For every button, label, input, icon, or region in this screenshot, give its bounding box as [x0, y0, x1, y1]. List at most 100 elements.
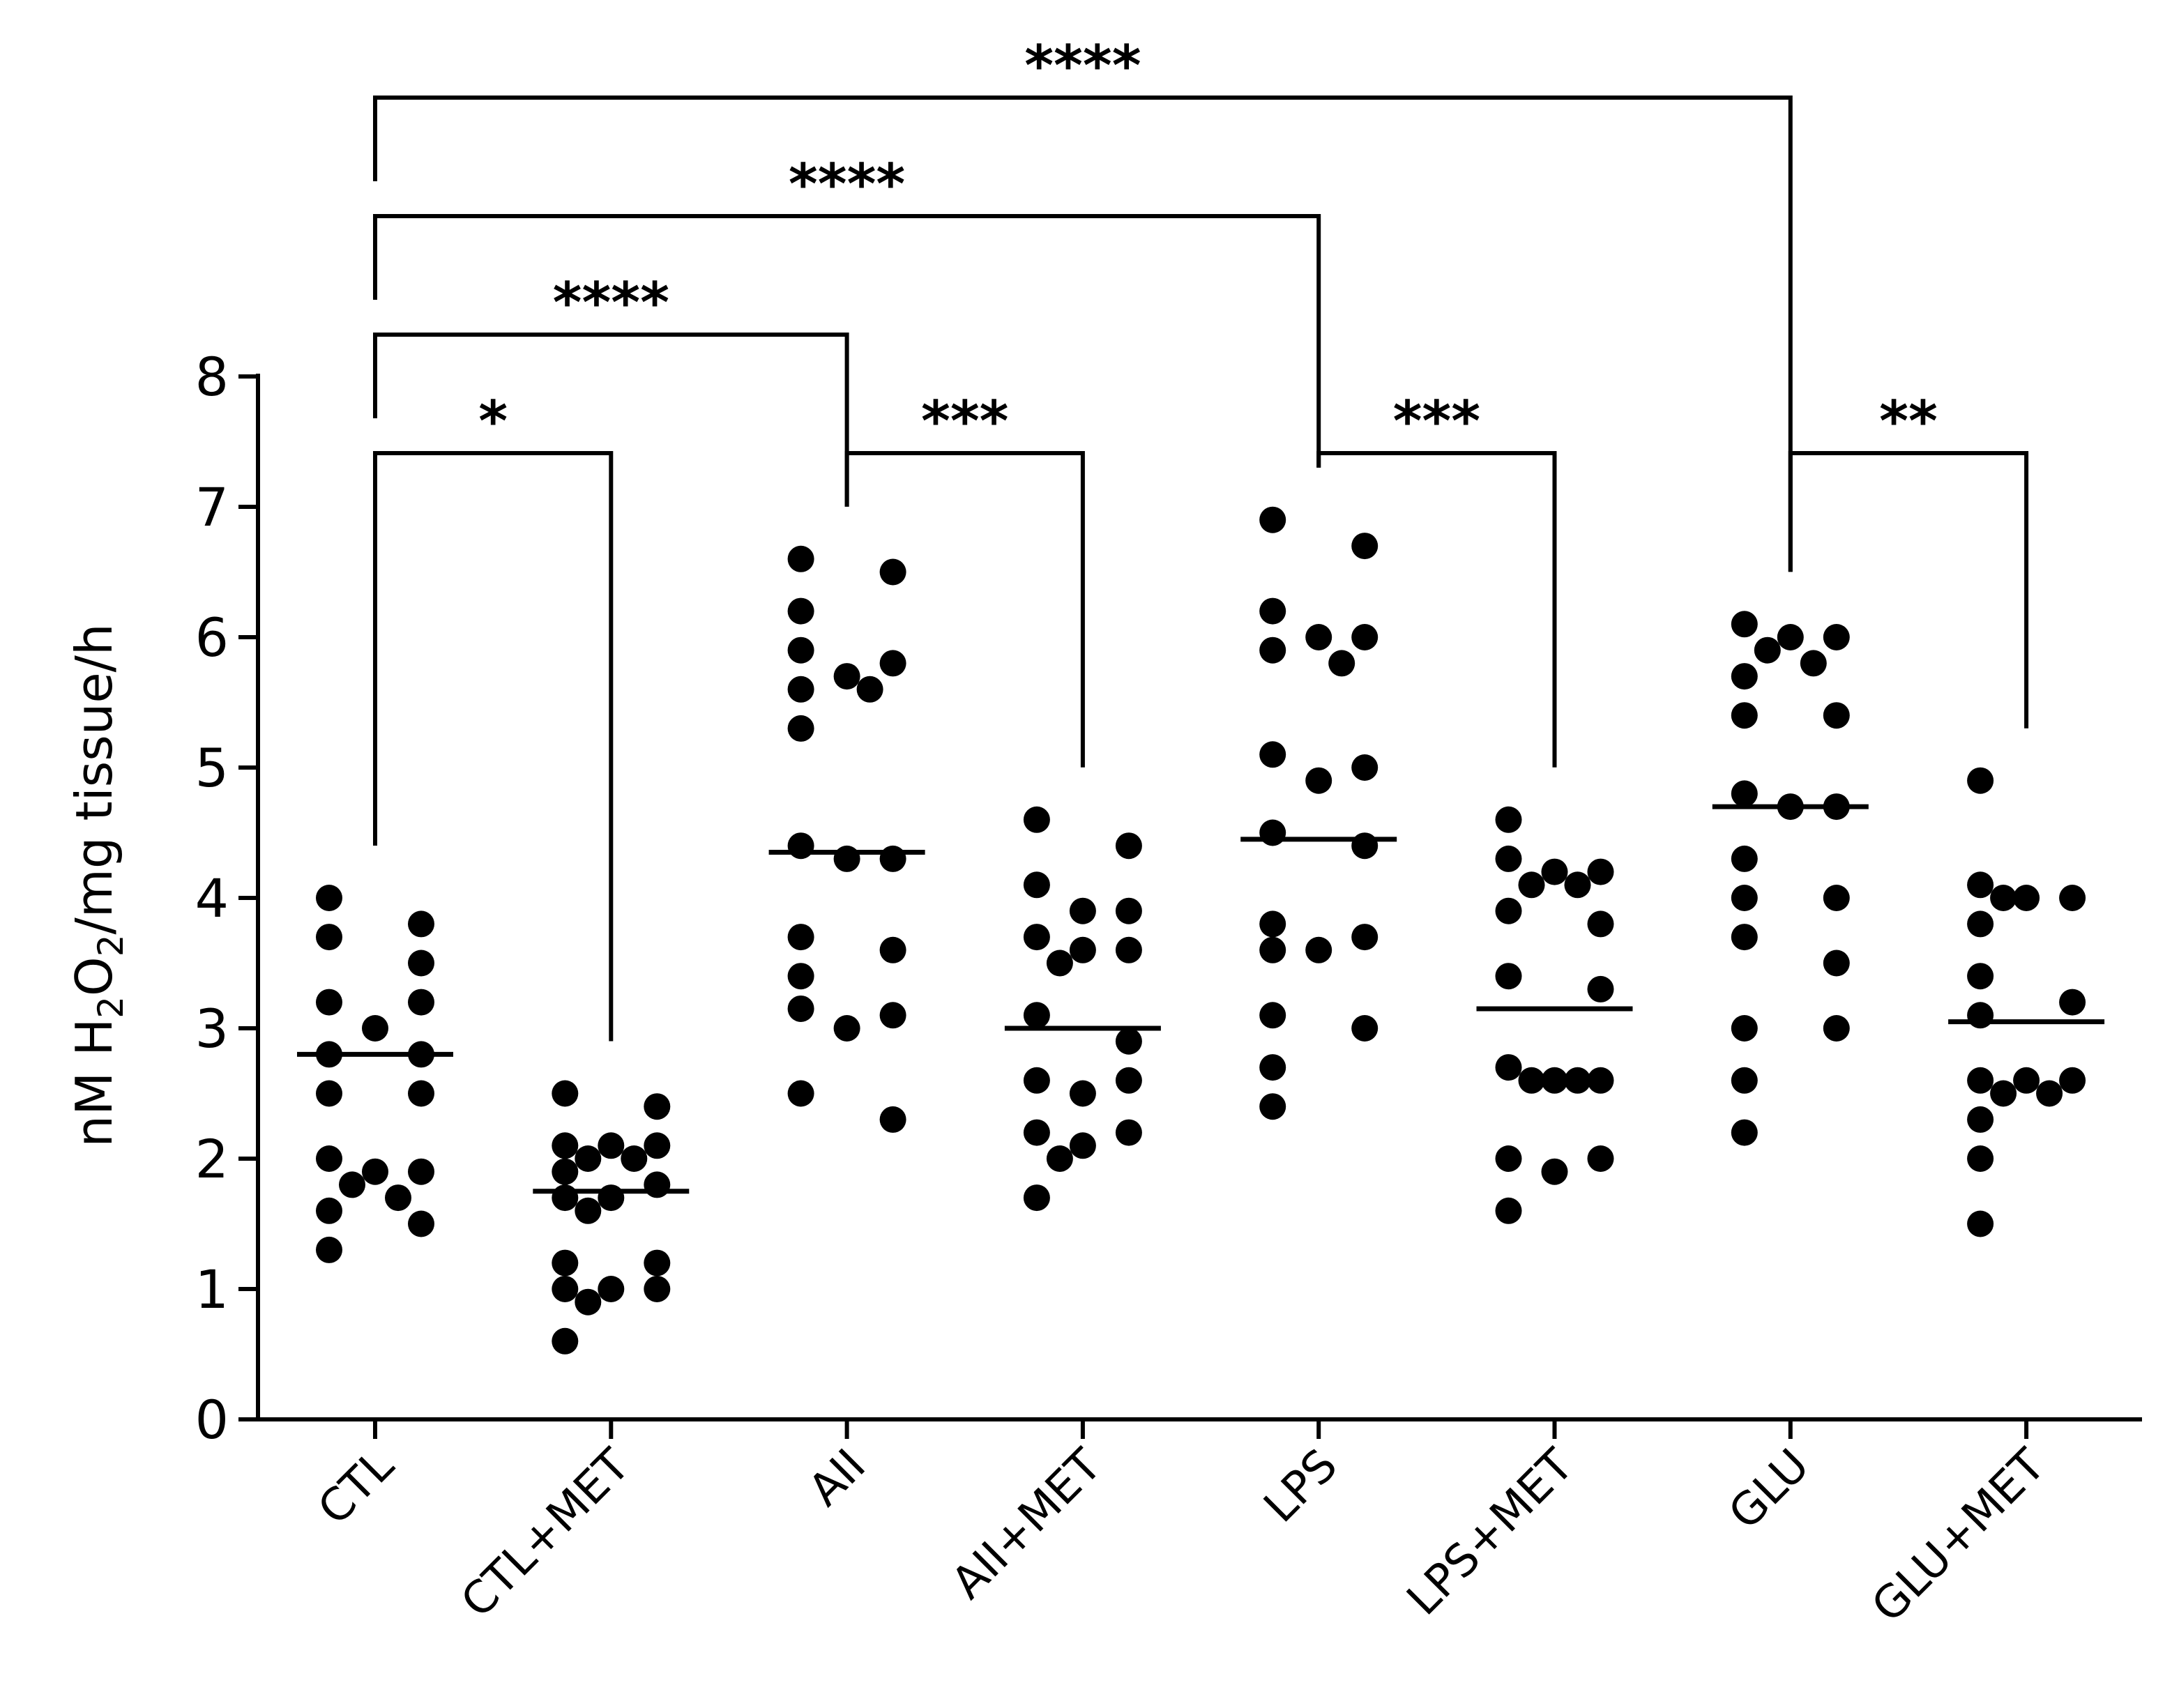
data-point — [552, 1249, 579, 1276]
x-tick-label: LPS — [1254, 1440, 1348, 1533]
data-point — [2059, 1067, 2086, 1094]
data-point — [552, 1132, 579, 1159]
data-point — [879, 1106, 906, 1133]
data-point — [1351, 754, 1379, 781]
data-point — [1495, 963, 1522, 990]
y-axis-label-text: O — [65, 956, 123, 996]
data-point — [787, 636, 814, 664]
data-point — [1731, 885, 1758, 911]
data-point — [1518, 1067, 1545, 1094]
data-point — [1967, 1145, 1994, 1172]
y-axis-label-subscript: 2 — [91, 996, 131, 1019]
data-point — [1731, 1067, 1758, 1094]
data-point — [1990, 885, 2017, 911]
data-point — [787, 924, 814, 951]
data-point — [787, 1080, 814, 1107]
data-point — [408, 1080, 434, 1107]
data-point — [598, 1132, 625, 1159]
data-point — [644, 1276, 671, 1302]
data-point — [2036, 1080, 2063, 1107]
data-point — [1731, 663, 1758, 690]
data-point — [1541, 1067, 1568, 1094]
x-tick-label: CTL — [309, 1440, 404, 1535]
y-tick-label: 5 — [195, 737, 229, 799]
data-point — [362, 1158, 388, 1185]
data-point — [644, 1132, 671, 1159]
data-point — [1259, 636, 1286, 664]
data-point — [1564, 1067, 1591, 1094]
x-tick-label: LPS+MET — [1397, 1439, 1584, 1625]
data-point — [833, 1015, 860, 1042]
data-point — [1541, 1158, 1568, 1185]
data-point — [1518, 871, 1545, 899]
data-point — [1259, 936, 1286, 963]
significance-label: * — [478, 389, 508, 454]
data-point — [1351, 533, 1379, 560]
data-point — [787, 963, 814, 990]
data-point — [552, 1327, 579, 1355]
significance-bracket — [1316, 451, 1557, 768]
data-point — [1305, 767, 1332, 794]
data-point — [1967, 1067, 1994, 1094]
data-point — [1587, 910, 1614, 938]
data-point — [1823, 885, 1850, 911]
data-point — [552, 1080, 579, 1107]
y-tick-label: 6 — [195, 607, 229, 669]
data-point — [1115, 897, 1142, 924]
significance-label: **** — [1024, 33, 1141, 98]
significance-label: *** — [1393, 389, 1481, 454]
data-point — [787, 545, 814, 572]
data-point — [1800, 650, 1827, 677]
data-point — [339, 1171, 365, 1198]
y-tick-label: 1 — [195, 1258, 229, 1320]
data-point — [316, 1145, 342, 1172]
data-point — [316, 989, 342, 1016]
data-point — [1967, 1002, 1994, 1029]
x-tick-label: GLU+MET — [1862, 1439, 2056, 1632]
data-point — [1259, 910, 1286, 938]
data-point — [1069, 1080, 1096, 1107]
data-point — [1046, 950, 1073, 977]
data-point — [408, 1158, 434, 1185]
data-point — [1967, 871, 1994, 899]
data-point — [879, 936, 906, 963]
y-tick-label: 8 — [195, 346, 229, 408]
data-point — [1023, 1067, 1050, 1094]
data-point — [408, 1210, 434, 1237]
data-point — [644, 1093, 671, 1120]
data-point — [1587, 1145, 1614, 1172]
data-point — [2059, 885, 2086, 911]
significance-label: *** — [921, 389, 1009, 454]
significance-label: ** — [1879, 389, 1938, 454]
x-axis: CTL CTL+MET AII AII+MET LPS LPS+MET GLU GLU+MET — [258, 1417, 2142, 1633]
data-point — [787, 676, 814, 703]
data-point — [1115, 1028, 1142, 1055]
data-point — [1115, 832, 1142, 860]
data-point — [1069, 936, 1096, 963]
data-point — [1023, 1119, 1050, 1146]
data-point — [385, 1184, 411, 1212]
data-point — [575, 1197, 602, 1224]
y-tick-label: 3 — [195, 998, 229, 1060]
data-point — [1823, 1015, 1850, 1042]
data-point — [1305, 624, 1332, 650]
data-point — [1731, 924, 1758, 951]
data-point — [1115, 936, 1142, 963]
data-point — [1731, 1015, 1758, 1042]
data-point — [316, 885, 342, 911]
y-axis-label: nM H2O2/mg tissue/h — [65, 623, 131, 1147]
data-point — [1115, 1119, 1142, 1146]
significance-bracket — [373, 214, 1321, 468]
data-point — [1259, 506, 1286, 533]
data-point — [316, 1197, 342, 1224]
data-point — [1495, 1197, 1522, 1224]
data-point — [833, 845, 860, 872]
y-tick-label: 4 — [195, 867, 229, 929]
data-point — [598, 1276, 625, 1302]
data-point — [1823, 950, 1850, 977]
data-point — [552, 1158, 579, 1185]
data-point — [621, 1145, 648, 1172]
data-point — [787, 995, 814, 1022]
data-point — [1564, 871, 1591, 899]
